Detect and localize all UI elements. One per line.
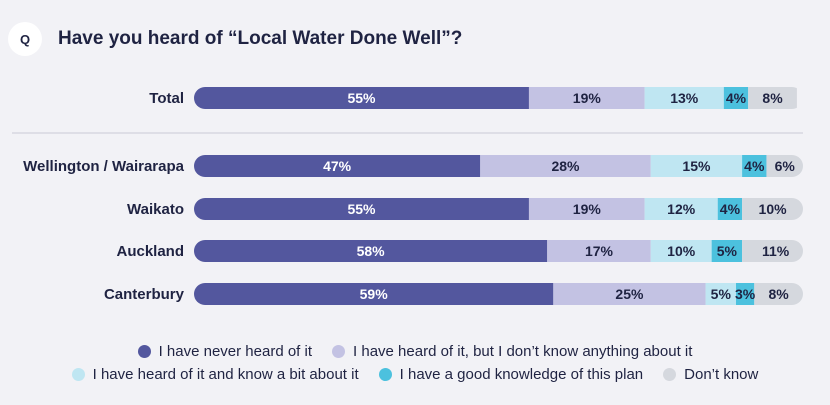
value-label: 28% [551,158,580,174]
legend-swatch [71,368,85,381]
bar-segment [644,198,718,220]
bar-segment [547,240,651,262]
legend-row-2: I have heard of it and know a bit about … [0,366,830,383]
value-label: 15% [682,158,711,174]
value-label: 5% [711,286,732,302]
bar-segment [553,283,706,305]
category-label: Waikato [127,201,184,218]
bar-segment [480,155,651,177]
value-label: 17% [585,243,614,259]
bar-segment [717,198,743,220]
legend-label: I have heard of it, but I don’t know any… [353,343,693,360]
value-label: 8% [762,90,783,106]
bar-row [194,155,803,177]
value-label: 19% [573,201,602,217]
legend-item: I have heard of it, but I don’t know any… [332,343,692,360]
bar-row [194,240,803,262]
category-label: Auckland [116,243,184,260]
category-label: Total [149,90,184,107]
value-label: 12% [667,201,696,217]
value-label: 3% [735,286,756,302]
bar-segment [736,283,755,305]
category-label: Canterbury [104,286,185,303]
legend-swatch [332,345,346,358]
bar-segment [650,240,712,262]
legend-item: I have heard of it and know a bit about … [71,366,359,383]
value-label: 4% [726,90,747,106]
bar-segment [194,198,529,220]
category-label: Wellington / Wairarapa [23,158,185,175]
bar-segment [748,87,797,109]
value-label: 10% [759,201,788,217]
bar-segment [528,87,645,109]
value-label: 4% [744,158,765,174]
legend-swatch [378,368,392,381]
value-label: 55% [347,201,376,217]
bar-row [194,87,797,109]
legend-swatch [663,368,677,381]
bar-segment [705,283,737,305]
value-label: 6% [775,158,796,174]
value-label: 11% [762,243,790,259]
legend-swatch [137,345,151,358]
value-label: 4% [720,201,741,217]
bar-segment [194,155,481,177]
legend-label: I have a good knowledge of this plan [399,366,644,383]
value-label: 5% [717,243,738,259]
bar-segment [742,240,803,262]
bar-segment [766,155,803,177]
legend-label: Don’t know [684,366,759,383]
bar-row [194,198,803,220]
legend-item: I have never heard of it [137,343,313,360]
bar-row [194,283,803,305]
legend-label: I have never heard of it [158,343,313,360]
value-label: 8% [769,286,790,302]
legend-item: Don’t know [663,366,758,383]
value-label: 59% [360,286,389,302]
bar-segment [650,155,743,177]
bar-segment [194,283,554,305]
value-label: 58% [357,243,386,259]
chart-title: Have you heard of “Local Water Done Well… [58,28,463,49]
bar-segment [723,87,749,109]
legend-row-1: I have never heard of it I have heard of… [0,343,830,360]
legend-label: I have heard of it and know a bit about … [92,366,359,383]
value-label: 19% [573,90,602,106]
bar-segment [644,87,724,109]
legend-item: I have a good knowledge of this plan [378,366,644,383]
bar-segment [742,198,803,220]
bar-segment [194,240,548,262]
value-label: 47% [323,158,352,174]
bar-segment [754,283,803,305]
value-label: 13% [670,90,699,106]
value-label: 55% [347,90,376,106]
bar-segment [194,87,529,109]
value-label: 10% [667,243,696,259]
bar-segment [742,155,767,177]
bar-segment [711,240,743,262]
bar-segment [528,198,645,220]
question-badge: Q [8,22,42,56]
value-label: 25% [615,286,644,302]
